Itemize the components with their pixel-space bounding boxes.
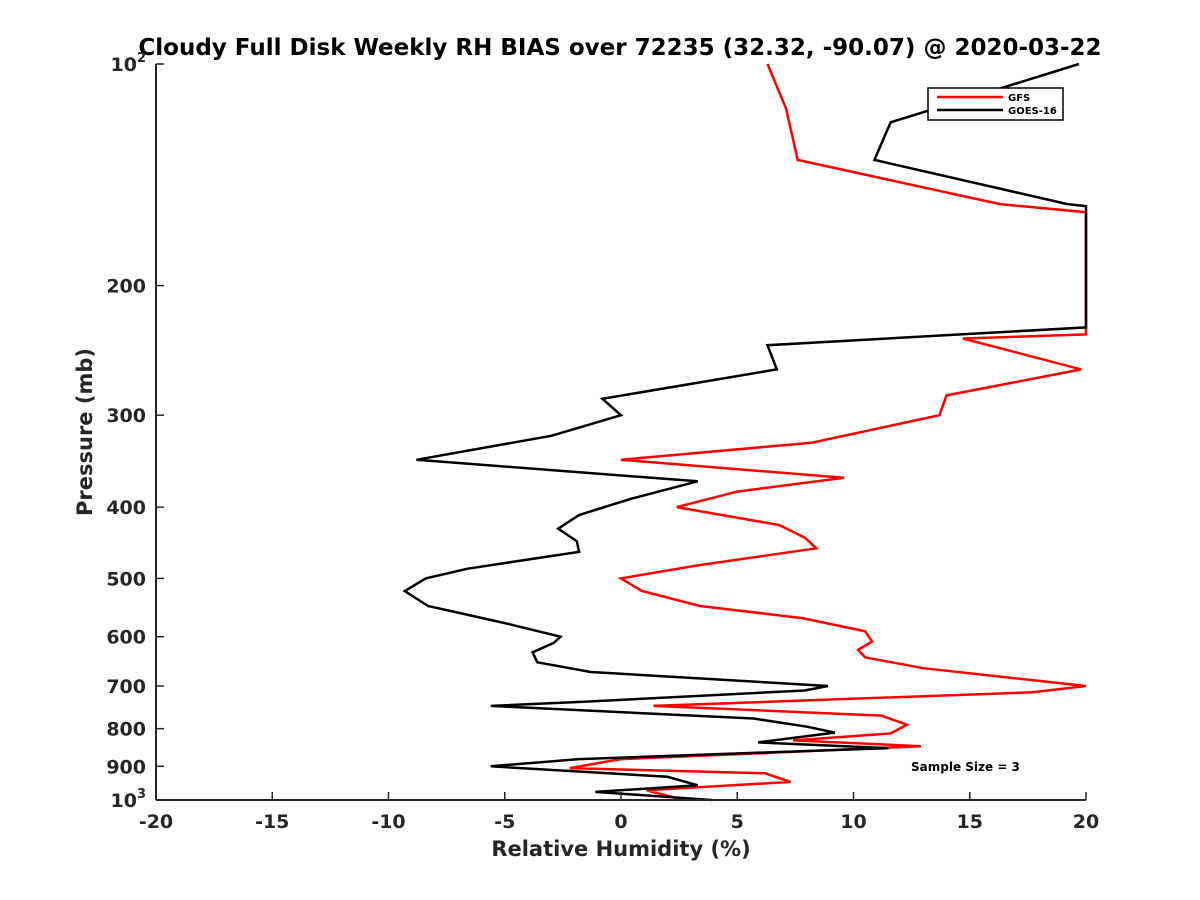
legend: GFS GOES-16	[927, 87, 1064, 121]
series-layer	[402, 62, 1088, 802]
series-line-goes-16	[402, 62, 1088, 802]
series-line-gfs	[569, 63, 1088, 802]
legend-label-goes16: GOES-16	[1008, 106, 1057, 117]
x-tick-label: 20	[1073, 811, 1099, 833]
y-tick-label: 400	[106, 497, 146, 519]
y-axis-label: Pressure (mb)	[73, 348, 97, 516]
legend-box	[927, 87, 1064, 121]
y-tick-label: 300	[106, 405, 146, 427]
y-tick-label: 102	[111, 51, 147, 76]
y-tick-label: 200	[106, 276, 146, 298]
x-tick-label: -10	[371, 811, 405, 833]
legend-label-gfs: GFS	[1008, 93, 1030, 104]
x-tick-label: -20	[139, 811, 173, 833]
y-tick-label: 800	[106, 719, 146, 741]
y-tick-label: 500	[106, 568, 146, 590]
sample-size-annotation: Sample Size = 3	[911, 760, 1020, 774]
chart-title: Cloudy Full Disk Weekly RH BIAS over 722…	[138, 35, 1101, 61]
x-ticks: -20 -15 -10 -5 0 5 10 15 20	[139, 792, 1099, 833]
x-tick-label: -15	[255, 811, 289, 833]
y-tick-label: 900	[106, 756, 146, 778]
x-tick-label: 10	[840, 811, 866, 833]
x-tick-label: 0	[614, 811, 627, 833]
y-tick-label: 600	[106, 627, 146, 649]
x-tick-label: -5	[494, 811, 515, 833]
y-tick-label: 103	[111, 787, 147, 812]
y-tick-label: 700	[106, 676, 146, 698]
x-tick-label: 15	[957, 811, 983, 833]
x-tick-label: 5	[731, 811, 744, 833]
x-axis-label: Relative Humidity (%)	[491, 837, 750, 861]
y-ticks: 102 200 300 400 500 600 700 800 900 103	[106, 51, 164, 812]
